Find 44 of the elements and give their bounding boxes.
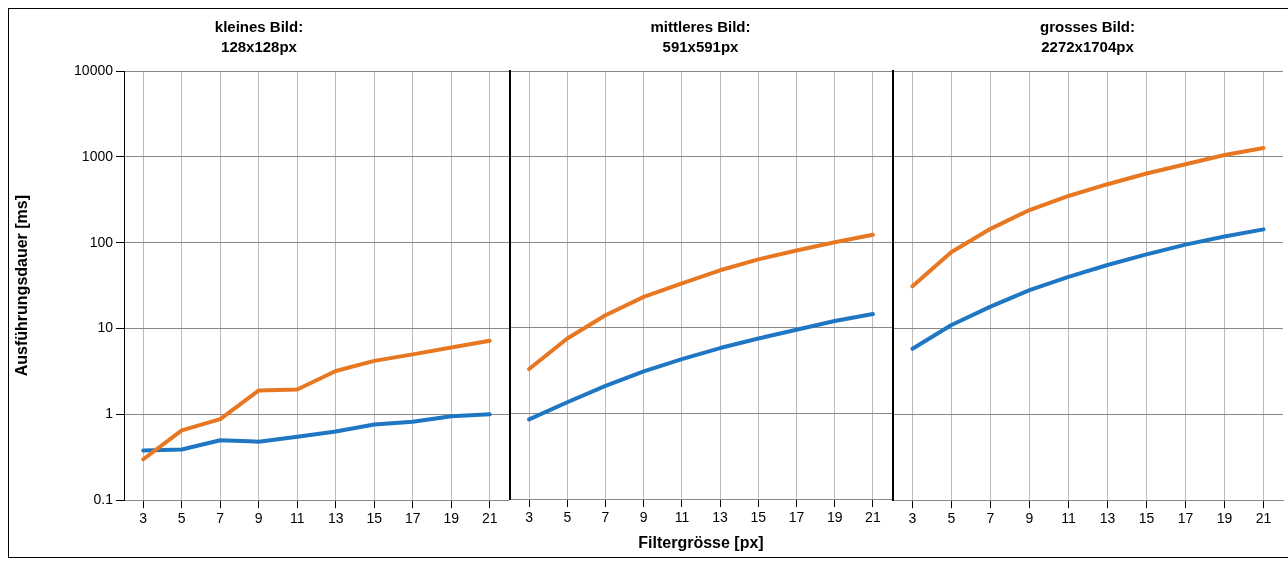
x-tick-label: 5 bbox=[177, 510, 186, 527]
x-tick-label: 5 bbox=[947, 510, 956, 527]
y-tick-label: 0.1 bbox=[93, 491, 114, 508]
x-tick-label: 15 bbox=[750, 509, 767, 526]
x-tick-label: 19 bbox=[826, 509, 843, 526]
x-tick-label: 21 bbox=[481, 510, 498, 527]
x-axis-title: Filtergrösse [px] bbox=[638, 533, 764, 551]
chart-title: kleines Bild: bbox=[214, 18, 304, 36]
y-axis-title: Ausführungsdauer [ms] bbox=[13, 194, 31, 377]
y-tick-label: 10000 bbox=[74, 61, 114, 78]
x-tick-label: 11 bbox=[674, 509, 690, 526]
chart-subtitle: 128x128px bbox=[221, 38, 298, 56]
chart-subtitle: 2272x1704px bbox=[1041, 38, 1135, 56]
x-tick-label: 13 bbox=[712, 509, 729, 526]
y-tick-label: 10 bbox=[97, 319, 114, 336]
x-tick-label: 11 bbox=[1061, 510, 1076, 527]
x-tick-label: 15 bbox=[366, 510, 383, 527]
y-tick-label: 1 bbox=[105, 405, 114, 422]
chart-title: grosses Bild: bbox=[1039, 18, 1136, 36]
x-tick-label: 9 bbox=[1025, 510, 1034, 527]
x-tick-label: 13 bbox=[1099, 510, 1116, 527]
x-tick-label: 19 bbox=[1216, 510, 1233, 527]
x-tick-label: 21 bbox=[1255, 510, 1272, 527]
x-tick-label: 9 bbox=[639, 509, 648, 526]
chart-subtitle: 591x591px bbox=[662, 38, 740, 56]
x-tick-label: 21 bbox=[865, 509, 881, 526]
y-tick-label: 1000 bbox=[81, 147, 114, 164]
x-tick-label: 7 bbox=[986, 510, 995, 527]
x-tick-label: 3 bbox=[908, 510, 917, 527]
x-tick-label: 11 bbox=[289, 510, 305, 527]
x-tick-label: 17 bbox=[1177, 510, 1194, 527]
x-tick-label: 19 bbox=[443, 510, 460, 527]
x-tick-label: 17 bbox=[788, 509, 805, 526]
x-tick-label: 7 bbox=[216, 510, 225, 527]
x-tick-label: 13 bbox=[327, 510, 344, 527]
x-tick-label: 3 bbox=[139, 510, 148, 527]
x-tick-label: 3 bbox=[525, 509, 534, 526]
x-tick-label: 7 bbox=[601, 509, 610, 526]
x-tick-label: 9 bbox=[254, 510, 263, 527]
x-tick-label: 15 bbox=[1138, 510, 1155, 527]
x-tick-label: 17 bbox=[404, 510, 421, 527]
y-tick-label: 100 bbox=[89, 233, 114, 250]
chart-title: mittleres Bild: bbox=[650, 18, 751, 36]
x-tick-label: 5 bbox=[563, 509, 572, 526]
